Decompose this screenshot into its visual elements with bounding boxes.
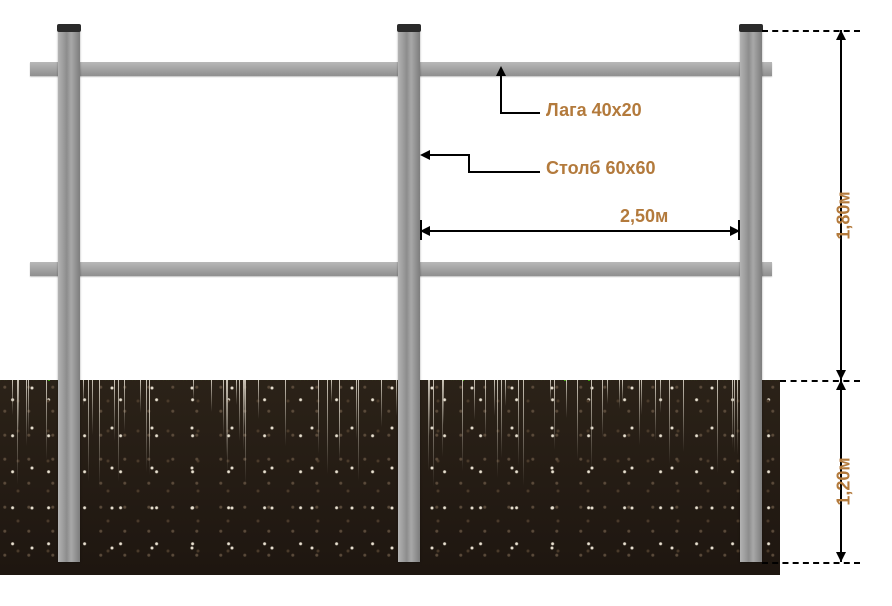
soil [0,380,780,575]
dim-below-label: 1,20м [834,457,855,505]
label-stolb: Столб 60x60 [546,158,656,179]
dim-above-label: 1,80м [834,191,855,239]
post [58,30,80,562]
dim-span-label: 2,50м [620,206,668,227]
ground [0,380,780,575]
fence-diagram: Лага 40x20 Столб 60x60 2,50м 1,80м 1,20м [0,0,892,606]
post [398,30,420,562]
label-laga: Лага 40x20 [546,100,642,121]
post [740,30,762,562]
